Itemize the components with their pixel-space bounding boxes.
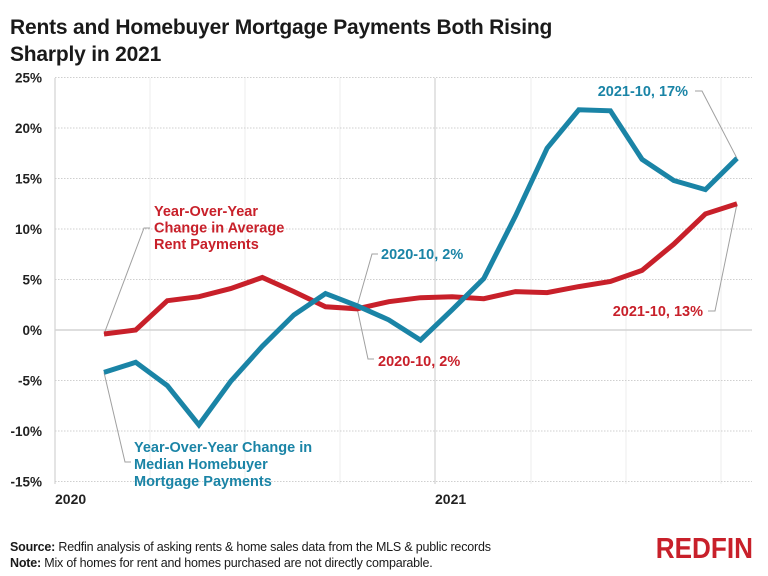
y-tick-label: 20% — [15, 121, 42, 136]
y-tick-label: 25% — [15, 71, 42, 86]
x-axis-ticks: 2020 2021 — [55, 491, 466, 507]
y-tick-label: 15% — [15, 172, 42, 187]
mortgage-series-label: Median Homebuyer — [134, 457, 268, 473]
y-tick-label: 10% — [15, 222, 42, 237]
y-tick-label: -15% — [10, 475, 42, 490]
line-chart: 25% 20% 15% 10% 5% 0% -5% -10% -15% 2020 2021 Yea… — [10, 71, 752, 507]
y-tick-label: -10% — [10, 424, 42, 439]
rent-series-line — [103, 201, 738, 337]
rent-2021-10-label: 2021-10, 13% — [613, 304, 703, 320]
redfin-logo: REDFIN — [655, 533, 753, 565]
x-tick-label: 2020 — [55, 491, 86, 507]
mortgage-2020-10-label: 2020-10, 2% — [381, 247, 463, 263]
chart-title: Rents and Homebuyer Mortgage Payments Bo… — [10, 16, 553, 66]
y-axis-ticks: 25% 20% 15% 10% 5% 0% -5% -10% -15% — [10, 71, 42, 490]
mortgage-series-line — [103, 107, 739, 430]
annotation-leader-lines — [103, 90, 738, 463]
source-line: Source: Redfin analysis of asking rents … — [10, 540, 491, 554]
grid-lines — [54, 77, 752, 484]
rent-series-label: Year-Over-Year — [154, 204, 258, 220]
rent-series-label: Rent Payments — [154, 237, 259, 253]
y-tick-label: -5% — [18, 374, 42, 389]
y-tick-label: 0% — [22, 323, 42, 338]
rent-series-label: Change in Average — [154, 221, 284, 237]
note-line: Note: Mix of homes for rent and homes pu… — [10, 555, 433, 570]
x-tick-label: 2021 — [435, 491, 466, 507]
mortgage-series-label: Year-Over-Year Change in — [134, 440, 312, 456]
data-series — [103, 107, 739, 430]
mortgage-series-label: Mortgage Payments — [134, 474, 272, 490]
footer: Source: Redfin analysis of asking rents … — [10, 540, 491, 571]
rent-2020-10-label: 2020-10, 2% — [378, 354, 460, 370]
mortgage-2021-10-label: 2021-10, 17% — [598, 84, 688, 100]
y-tick-label: 5% — [22, 273, 42, 288]
